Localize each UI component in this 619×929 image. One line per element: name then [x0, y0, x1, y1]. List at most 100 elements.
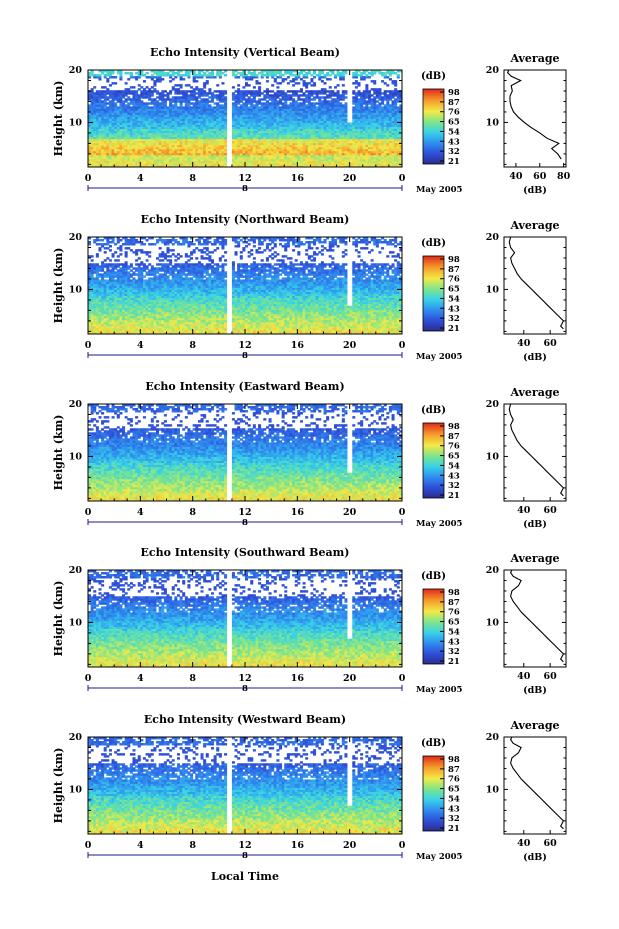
heatmap-cell	[179, 132, 183, 136]
heatmap-cell	[150, 148, 154, 152]
heatmap-cell	[95, 136, 99, 140]
heatmap-cell	[171, 156, 175, 160]
heatmap-cell	[124, 160, 128, 164]
heatmap-cell	[297, 90, 301, 93]
heatmap-cell	[114, 92, 118, 95]
heatmap-cell	[184, 156, 188, 160]
heatmap-cell	[108, 130, 112, 134]
heatmap-cell	[132, 156, 136, 160]
heatmap-cell	[163, 102, 167, 105]
heatmap-cell	[137, 98, 141, 101]
heatmap-cell	[375, 100, 379, 103]
heatmap-cell	[153, 70, 157, 73]
heatmap-cell	[174, 158, 178, 162]
heatmap-cell	[163, 126, 167, 129]
heatmap-cell	[313, 90, 317, 93]
heatmap-cell	[119, 128, 123, 132]
heatmap-cell	[101, 86, 105, 89]
heatmap-cell	[111, 90, 115, 93]
heatmap-cell	[145, 138, 149, 142]
heatmap-cell	[93, 100, 97, 103]
heatmap-cell	[124, 162, 128, 166]
heatmap-cell	[116, 110, 120, 113]
heatmap-cell	[187, 116, 191, 119]
heatmap-cell	[163, 154, 167, 158]
heatmap-cell	[305, 82, 309, 85]
heatmap-cell	[106, 108, 110, 111]
heatmap-cell	[116, 160, 120, 164]
heatmap-cell	[114, 120, 118, 123]
heatmap-cell	[182, 152, 186, 156]
heatmap-cell	[182, 156, 186, 160]
heatmap-cell	[127, 118, 131, 121]
heatmap-cell	[182, 154, 186, 158]
heatmap-cell	[145, 124, 149, 127]
heatmap-cell	[174, 100, 178, 103]
heatmap-cell	[328, 78, 332, 81]
heatmap-cell	[163, 132, 167, 136]
heatmap-cell	[176, 116, 180, 119]
heatmap-cell	[179, 70, 183, 73]
heatmap-cell	[88, 92, 92, 95]
heatmap-cell	[114, 164, 118, 168]
heatmap-cell	[179, 144, 183, 148]
heatmap-cell	[108, 112, 112, 115]
heatmap-cell	[98, 162, 102, 166]
heatmap-cell	[108, 70, 112, 73]
heatmap-cell	[106, 80, 110, 83]
heatmap-cell	[176, 98, 180, 101]
heatmap-cell	[158, 116, 162, 119]
heatmap-cell	[90, 154, 94, 158]
heatmap-cell	[169, 112, 173, 115]
heatmap-cell	[140, 148, 144, 152]
heatmap-cell	[187, 100, 191, 103]
heatmap-cell	[179, 142, 183, 146]
heatmap-cell	[184, 84, 188, 87]
heatmap-cell	[163, 110, 167, 113]
heatmap-cell	[150, 138, 154, 142]
heatmap-cell	[127, 148, 131, 152]
heatmap-cell	[93, 86, 97, 89]
heatmap-cell	[156, 156, 160, 160]
heatmap-cell	[294, 90, 298, 93]
heatmap-cell	[336, 90, 340, 93]
heatmap-cell	[114, 140, 118, 144]
heatmap-cell	[95, 253, 99, 256]
heatmap-cell	[171, 116, 175, 119]
heatmap-cell	[153, 132, 157, 136]
heatmap-cell	[156, 120, 160, 123]
heatmap-cell	[158, 118, 162, 121]
heatmap-cell	[190, 126, 194, 129]
heatmap-cell	[161, 132, 165, 136]
heatmap-cell	[135, 96, 139, 99]
heatmap-cell	[132, 140, 136, 144]
panel-title: Echo Intensity (Vertical Beam)	[150, 46, 340, 59]
heatmap-cell	[184, 114, 188, 117]
heatmap-cell	[150, 114, 154, 117]
heatmap-cell	[156, 80, 160, 83]
heatmap-cell	[250, 72, 254, 75]
heatmap-cell	[156, 158, 160, 162]
heatmap-cell	[315, 106, 319, 109]
heatmap-cell	[250, 90, 254, 93]
heatmap-cell	[95, 263, 99, 266]
heatmap-cell	[281, 102, 285, 105]
heatmap-cell	[148, 118, 152, 121]
heatmap-cell	[140, 156, 144, 160]
heatmap-cell	[129, 106, 133, 109]
heatmap-cell	[169, 106, 173, 109]
heatmap-cell	[135, 90, 139, 93]
heatmap-cell	[132, 120, 136, 123]
heatmap-cell	[258, 106, 262, 109]
heatmap-cell	[237, 72, 241, 75]
heatmap-cell	[190, 106, 194, 109]
heatmap-cell	[302, 80, 306, 83]
heatmap-cell	[90, 132, 94, 136]
heatmap-cell	[176, 108, 180, 111]
heatmap-cell	[122, 148, 126, 152]
heatmap-cell	[140, 110, 144, 113]
heatmap-cell	[276, 86, 280, 89]
heatmap-cell	[122, 94, 126, 97]
heatmap-cell	[106, 92, 110, 95]
heatmap-cell	[391, 100, 395, 103]
